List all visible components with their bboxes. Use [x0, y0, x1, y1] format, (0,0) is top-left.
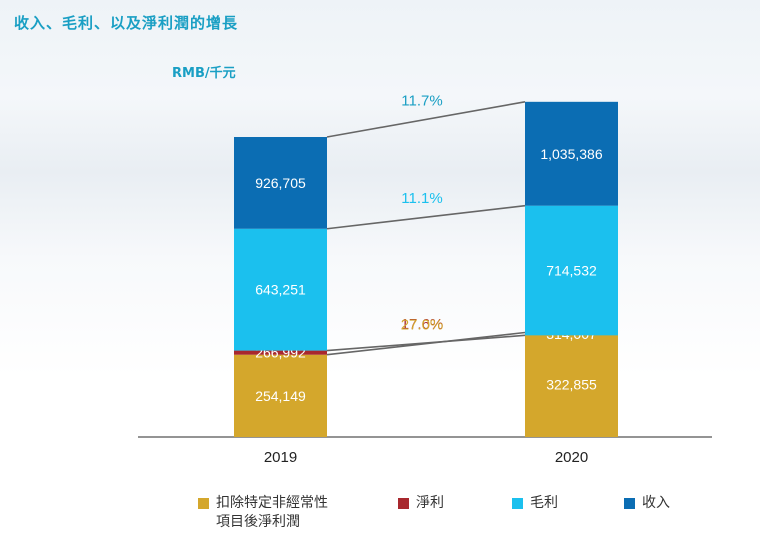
unit-label: RMB/千元 — [172, 66, 236, 81]
chart-title: 收入、毛利、以及淨利潤的增長 — [14, 14, 239, 32]
bar-segment-2019 — [234, 354, 327, 437]
x-tick-label: 2020 — [555, 449, 588, 466]
bar-segment-2020 — [525, 332, 618, 437]
bar-segment-2019 — [234, 137, 327, 229]
data-label: 322,855 — [546, 377, 597, 393]
data-label: 926,705 — [255, 175, 306, 191]
bar-segment-2019 — [234, 350, 327, 355]
legend-label-line1: 扣除特定非經常性 — [216, 495, 328, 511]
legend-swatch — [512, 498, 523, 509]
data-label: 254,149 — [255, 388, 306, 404]
legend-item-adjusted-net-profit: 扣除特定非經常性 項目後淨利潤 — [198, 494, 328, 532]
bar-segment-2020 — [525, 205, 618, 336]
growth-connector-line — [326, 334, 526, 352]
growth-connector-line — [326, 101, 526, 138]
legend-label: 淨利 — [416, 495, 444, 511]
data-label: 1,035,386 — [540, 146, 602, 162]
data-label: 643,251 — [255, 282, 306, 298]
legend-label: 毛利 — [530, 495, 558, 511]
growth-rate-label: 27.0% — [401, 317, 444, 334]
data-label: 714,532 — [546, 263, 597, 279]
legend-item-revenue: 收入 — [624, 494, 670, 513]
legend-item-net-profit: 淨利 — [398, 494, 444, 513]
growth-connector-line — [326, 204, 526, 230]
bar-segment-2020 — [525, 101, 618, 206]
legend-swatch — [198, 498, 209, 509]
legend-swatch — [398, 498, 409, 509]
legend-label-line2: 項目後淨利潤 — [216, 514, 300, 530]
growth-rate-label: 17.6% — [401, 316, 444, 333]
x-tick-label: 2019 — [264, 449, 297, 466]
legend-item-gross-profit: 毛利 — [512, 494, 558, 513]
legend-label: 收入 — [642, 495, 670, 511]
growth-rate-label: 11.7% — [401, 92, 442, 109]
bar-segment-2019 — [234, 228, 327, 351]
legend-swatch — [624, 498, 635, 509]
growth-rate-label: 11.1% — [401, 190, 442, 207]
